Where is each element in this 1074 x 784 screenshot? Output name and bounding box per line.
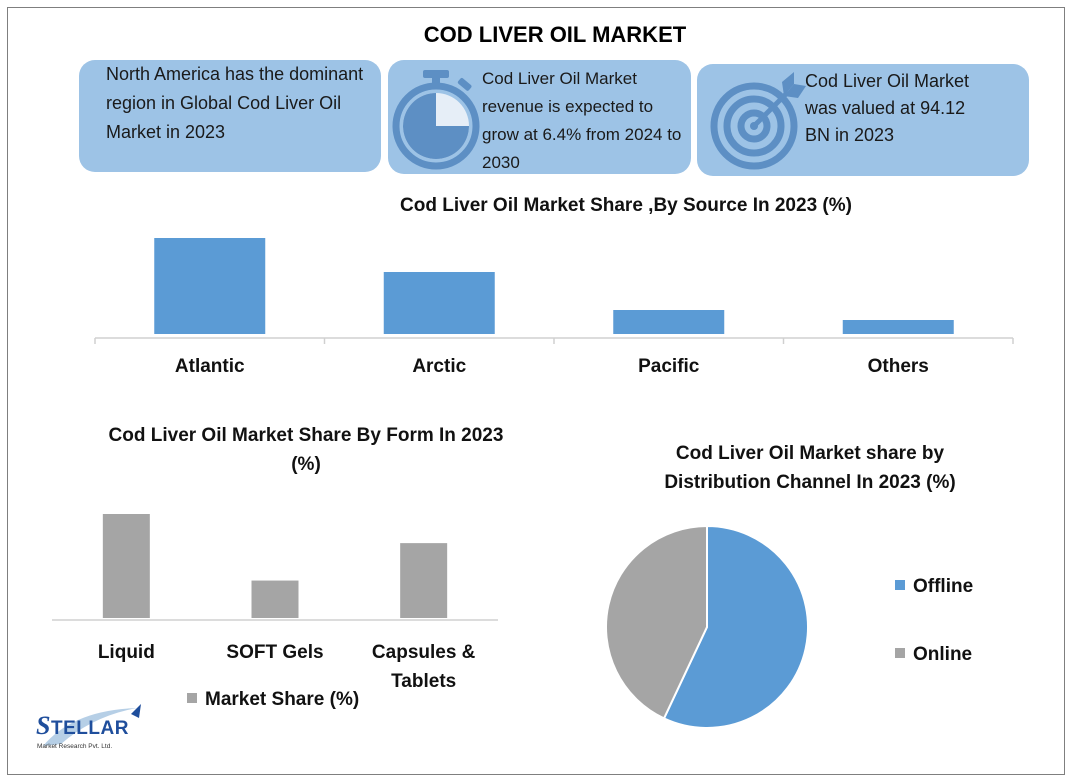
info-box-growth-text: Cod Liver Oil Market revenue is expected… [482, 69, 682, 172]
page-title: COD LIVER OIL MARKET [423, 22, 687, 47]
tick-label-others: Others [868, 356, 929, 377]
legend-swatch-online [895, 648, 905, 658]
svg-text:S: S [36, 711, 50, 740]
info-box-region-text: North America has the dominant region in… [106, 64, 364, 142]
info-box-valuation-text: Cod Liver Oil Market was valued at 94.12… [805, 71, 970, 145]
infographic-frame [7, 7, 1065, 775]
pie-legend-online: Online [895, 644, 972, 666]
stopwatch-icon [392, 70, 480, 170]
bar-soft-gels [251, 580, 299, 618]
form-chart-title: Cod Liver Oil Market Share By Form In 20… [108, 425, 504, 475]
pie-slice-offline [662, 524, 809, 729]
tick-label-capsules-tablets: Capsules & Tablets [372, 642, 476, 692]
pie-legend-offline: Offline [895, 576, 973, 598]
legend-swatch-offline [895, 580, 905, 590]
tick-label-arctic: Arctic [412, 356, 466, 377]
channel-chart-title: Cod Liver Oil Market share by Distributi… [664, 443, 956, 493]
bar-pacific [613, 310, 725, 334]
legend-swatch-market-share [187, 693, 197, 703]
bar-others [842, 320, 954, 334]
pie-slice-online [605, 524, 708, 720]
tick-label-liquid: Liquid [98, 642, 155, 663]
source-chart-title: Cod Liver Oil Market Share ,By Source In… [400, 195, 852, 216]
stellar-logo: S TELLAR Market Research Pvt. Ltd. [36, 704, 141, 750]
tick-label-atlantic: Atlantic [175, 356, 245, 377]
bar-capsules-tablets [400, 543, 448, 618]
bar-arctic [383, 272, 495, 334]
tick-label-pacific: Pacific [638, 356, 700, 377]
legend-label-offline: Offline [913, 576, 974, 597]
svg-text:Market Research Pvt. Ltd.: Market Research Pvt. Ltd. [37, 743, 112, 750]
legend-label-online: Online [913, 644, 973, 665]
bar-liquid [102, 514, 150, 618]
info-box-region [79, 60, 381, 172]
target-icon [710, 72, 806, 170]
form-chart-legend: Market Share (%) [187, 689, 359, 711]
tick-label-soft-gels: SOFT Gels [226, 642, 323, 663]
legend-label-market-share: Market Share (%) [205, 689, 360, 710]
svg-text:TELLAR: TELLAR [51, 718, 129, 739]
bar-atlantic [154, 238, 266, 334]
